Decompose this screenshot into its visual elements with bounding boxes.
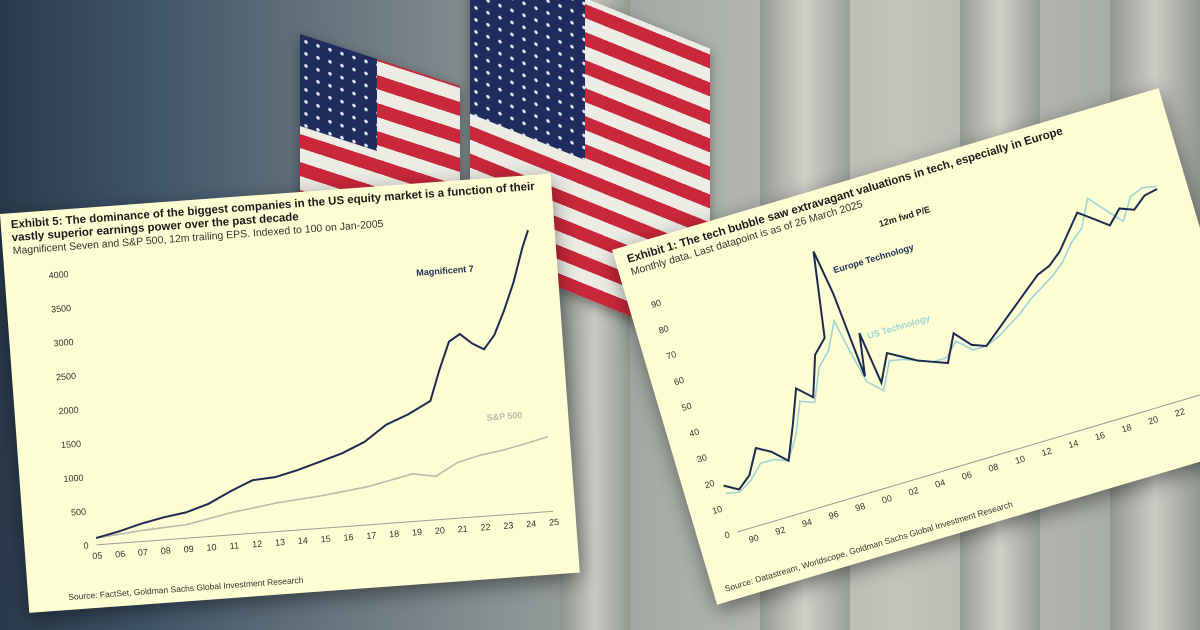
- x-tick-label: 06: [961, 469, 973, 481]
- y-axis-label: 12m fwd P/E: [878, 204, 932, 229]
- x-tick-label: 12: [252, 539, 263, 550]
- y-tick-label: 10: [711, 504, 723, 516]
- x-tick-label: 08: [987, 461, 999, 473]
- x-tick-label: 23: [503, 520, 514, 531]
- x-tick-label: 12: [1040, 446, 1052, 458]
- x-tick-label: 20: [1147, 414, 1159, 426]
- chart-tech-pe: 0 10 20 30 40 50 60 70 80 90 90 92 94 96 98 00 02 04 06 08 1…: [650, 185, 1200, 545]
- x-tick-label: 96: [827, 509, 839, 521]
- y-tick-label: 90: [650, 297, 662, 309]
- x-tick-label: 25: [549, 517, 560, 528]
- x-tick-label: 22: [1174, 406, 1186, 418]
- x-tick-label: 04: [934, 477, 946, 489]
- x-tick-label: 92: [774, 525, 786, 537]
- x-tick-label: 98: [854, 501, 866, 513]
- x-tick-label: 90: [747, 532, 759, 544]
- x-tick-label: 14: [297, 535, 308, 546]
- x-tick-label: 19: [412, 527, 423, 538]
- chart-mag7: 0 500 1000 1500 2000 2500 3000 3500 4000 05 06 07 08…: [48, 229, 560, 561]
- y-tick-label: 1500: [61, 439, 82, 450]
- y-tick-label: 30: [696, 452, 708, 464]
- y-tick-label: 2000: [58, 405, 79, 416]
- legend-label: Europe Technology: [832, 242, 915, 275]
- x-tick-label: 05: [92, 550, 103, 561]
- x-tick-label: 07: [138, 547, 149, 558]
- x-axis: [96, 510, 554, 546]
- legend-label: S&P 500: [486, 410, 522, 423]
- chart-source: Source: FactSet, Goldman Sachs Global In…: [67, 574, 304, 603]
- legend-label: US Technology: [866, 313, 931, 341]
- y-tick-label: 3500: [51, 303, 72, 314]
- y-tick-label: 60: [673, 375, 685, 387]
- y-tick-label: 50: [680, 401, 692, 413]
- x-tick-label: 02: [907, 485, 919, 497]
- x-tick-label: 11: [229, 540, 239, 551]
- series-line-us-technology: [725, 185, 1157, 495]
- x-tick-label: 09: [183, 544, 194, 555]
- x-tick-label: 14: [1067, 438, 1079, 450]
- y-tick-label: 40: [688, 426, 700, 438]
- legend-label: Magnificent 7: [416, 264, 474, 278]
- y-tick-label: 80: [657, 323, 669, 335]
- y-tick-label: 20: [703, 478, 715, 490]
- x-tick-label: 15: [320, 534, 331, 545]
- x-tick-label: 10: [1014, 454, 1026, 466]
- x-tick-label: 18: [1120, 422, 1132, 434]
- x-tick-label: 00: [881, 493, 893, 505]
- y-tick-label: 0: [723, 530, 731, 541]
- x-tick-label: 22: [480, 522, 491, 533]
- x-tick-label: 21: [457, 524, 468, 535]
- y-tick-label: 2500: [56, 371, 77, 382]
- chart-card-tech-pe: Exhibit 1: The tech bubble saw extravaga…: [612, 88, 1200, 605]
- x-tick-label: 08: [160, 545, 171, 556]
- x-tick-label: 16: [343, 532, 354, 543]
- x-tick-label: 10: [206, 542, 217, 553]
- x-tick-label: 94: [801, 517, 813, 529]
- series-line-europe-technology: [723, 188, 1158, 491]
- x-tick-label: 16: [1094, 430, 1106, 442]
- y-tick-label: 1000: [63, 473, 84, 484]
- x-tick-label: 13: [275, 537, 286, 548]
- x-tick-label: 20: [435, 525, 446, 536]
- y-tick-label: 3000: [53, 337, 74, 348]
- x-axis: [737, 389, 1200, 533]
- series-line-magnificent-7: [95, 229, 529, 540]
- x-tick-label: 17: [366, 530, 377, 541]
- y-tick-label: 70: [665, 349, 677, 361]
- x-tick-label: 18: [389, 529, 400, 540]
- x-tick-label: 06: [115, 549, 126, 560]
- x-tick-label: 24: [526, 519, 537, 530]
- series-line-s-p-500: [95, 435, 549, 539]
- y-tick-label: 4000: [48, 269, 69, 280]
- chart-card-mag7: Exhibit 5: The dominance of the biggest …: [0, 173, 580, 613]
- y-tick-label: 500: [71, 507, 87, 518]
- y-tick-label: 0: [83, 540, 89, 550]
